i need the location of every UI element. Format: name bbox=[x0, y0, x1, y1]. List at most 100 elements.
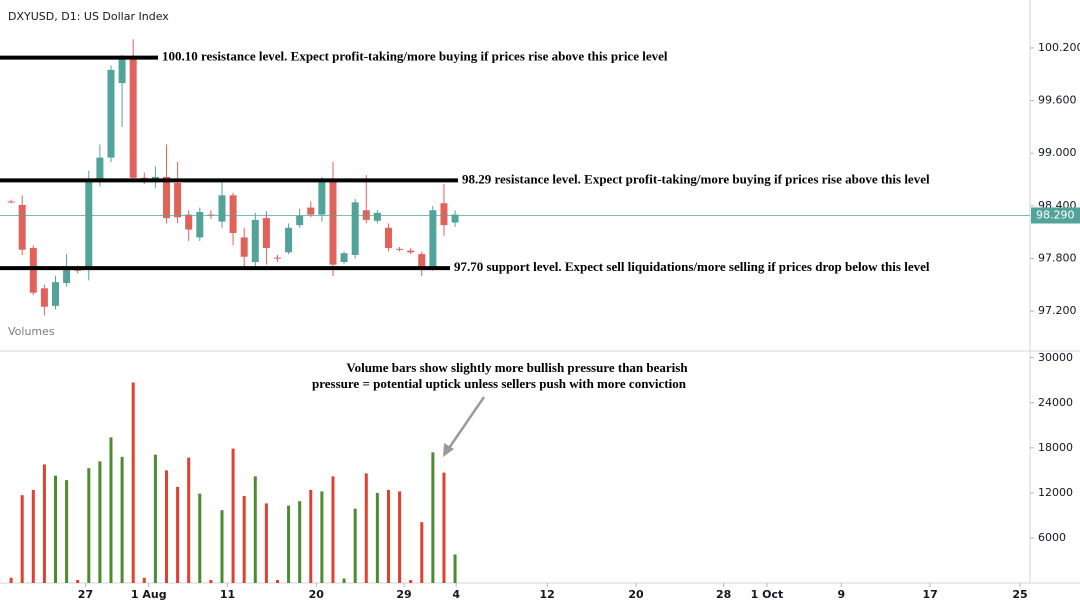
candle-body bbox=[407, 250, 415, 253]
x-tick-label: 17 bbox=[922, 588, 937, 601]
volume-bar bbox=[87, 468, 91, 583]
volume-bar bbox=[375, 492, 379, 583]
x-tick-label: 1 Aug bbox=[131, 588, 167, 601]
chart-title: DXYUSD, D1: US Dollar Index bbox=[8, 10, 169, 23]
volume-bar bbox=[320, 491, 324, 583]
volume-bar bbox=[120, 456, 124, 583]
candle-body bbox=[40, 288, 48, 307]
candle-body bbox=[229, 195, 237, 234]
candle-body bbox=[451, 214, 459, 223]
level-annotation: 98.29 resistance level. Expect profit-ta… bbox=[462, 171, 930, 186]
volume-bar bbox=[187, 457, 191, 583]
y-tick-label: 12000 bbox=[1038, 486, 1073, 499]
candle-body bbox=[240, 237, 248, 257]
volume-bar bbox=[31, 489, 35, 583]
volume-bar bbox=[331, 476, 335, 583]
candle-body bbox=[96, 157, 104, 183]
volume-bar bbox=[342, 578, 346, 583]
volume-bar bbox=[76, 579, 80, 583]
y-tick-label: 24000 bbox=[1038, 396, 1073, 409]
candle-body bbox=[273, 257, 281, 259]
volume-bar bbox=[220, 510, 224, 583]
volume-bar bbox=[275, 579, 279, 583]
candle-body bbox=[185, 214, 193, 230]
volume-bar bbox=[198, 493, 202, 583]
y-tick-label: 6000 bbox=[1038, 531, 1066, 544]
candle-body bbox=[285, 227, 293, 253]
volume-bar bbox=[431, 452, 435, 583]
candle-body bbox=[162, 176, 170, 219]
volume-bar bbox=[364, 473, 368, 583]
candle-body bbox=[7, 201, 15, 203]
x-tick-label: 28 bbox=[716, 588, 731, 601]
last-price-box bbox=[1031, 207, 1080, 224]
candle-body bbox=[251, 219, 259, 262]
volume-bar bbox=[53, 475, 57, 583]
volume-bar bbox=[9, 577, 13, 583]
candle-body bbox=[262, 218, 270, 248]
volume-bar bbox=[264, 503, 268, 583]
candle-body bbox=[384, 227, 392, 248]
volume-bar bbox=[353, 508, 357, 583]
candle-body bbox=[351, 202, 359, 255]
y-tick-label: 18000 bbox=[1038, 441, 1073, 454]
x-tick-label: 20 bbox=[628, 588, 644, 601]
candle-body bbox=[107, 69, 115, 158]
candle-body bbox=[51, 282, 59, 306]
volume-bar bbox=[309, 489, 313, 583]
candle-body bbox=[85, 182, 93, 270]
volume-annotation: Volume bars show slightly more bullish p… bbox=[346, 360, 688, 375]
arrow-shaft bbox=[445, 396, 486, 452]
x-tick-label: 1 Oct bbox=[751, 588, 784, 601]
candle-body bbox=[218, 195, 226, 222]
volume-bar bbox=[42, 464, 46, 583]
candle-body bbox=[329, 179, 337, 265]
volume-bar bbox=[298, 501, 302, 583]
x-tick-label: 4 bbox=[452, 588, 460, 601]
volume-bar bbox=[409, 579, 413, 583]
volume-bar bbox=[65, 480, 69, 583]
y-tick-label: 97.800 bbox=[1038, 251, 1077, 264]
candle-body bbox=[63, 267, 71, 284]
y-tick-label: 97.200 bbox=[1038, 304, 1077, 317]
arrow-head bbox=[443, 443, 454, 457]
volume-bar bbox=[109, 437, 113, 583]
volume-bar bbox=[242, 495, 246, 583]
volume-annotation: pressure = potential uptick unless selle… bbox=[312, 376, 687, 391]
volume-bar bbox=[231, 448, 235, 583]
candle-body bbox=[396, 248, 404, 250]
candle-body bbox=[373, 212, 381, 221]
y-tick-label: 99.600 bbox=[1038, 94, 1077, 107]
y-tick-label: 99.000 bbox=[1038, 146, 1077, 159]
volume-bar bbox=[153, 454, 157, 583]
x-tick-label: 29 bbox=[396, 588, 411, 601]
x-tick-label: 9 bbox=[837, 588, 845, 601]
volume-bar bbox=[287, 505, 291, 583]
candle-body bbox=[18, 204, 26, 250]
volume-bar bbox=[420, 522, 424, 583]
level-annotation: 97.70 support level. Expect sell liquida… bbox=[454, 259, 930, 274]
y-tick-label: 100.200 bbox=[1038, 41, 1080, 54]
candle-body bbox=[340, 253, 348, 262]
candle-body bbox=[296, 215, 304, 226]
volume-bar bbox=[98, 461, 102, 583]
volume-bar bbox=[386, 489, 390, 583]
volume-bar bbox=[164, 470, 168, 583]
candle-body bbox=[429, 210, 437, 269]
volume-bar bbox=[442, 472, 446, 583]
candle-body bbox=[362, 210, 370, 220]
volume-bar bbox=[398, 491, 402, 583]
volume-bar bbox=[209, 579, 213, 583]
volume-bar bbox=[453, 554, 457, 583]
volume-bar bbox=[131, 382, 135, 583]
x-tick-label: 25 bbox=[1012, 588, 1027, 601]
candle-body bbox=[418, 254, 426, 269]
last-price-label: 98.290 bbox=[1036, 208, 1075, 221]
volume-bar bbox=[253, 476, 257, 583]
x-tick-label: 11 bbox=[220, 588, 235, 601]
y-tick-label: 30000 bbox=[1038, 351, 1073, 364]
x-tick-label: 12 bbox=[540, 588, 555, 601]
candle-body bbox=[29, 247, 37, 293]
candle-body bbox=[118, 56, 126, 84]
level-annotation: 100.10 resistance level. Expect profit-t… bbox=[162, 49, 668, 64]
